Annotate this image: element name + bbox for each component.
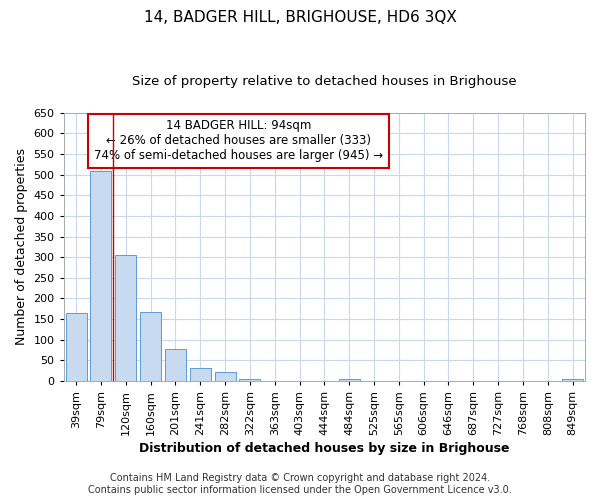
X-axis label: Distribution of detached houses by size in Brighouse: Distribution of detached houses by size …: [139, 442, 509, 455]
Y-axis label: Number of detached properties: Number of detached properties: [15, 148, 28, 346]
Bar: [338, 379, 360, 381]
Title: Size of property relative to detached houses in Brighouse: Size of property relative to detached ho…: [132, 75, 517, 88]
Bar: [115, 255, 136, 381]
Bar: [91, 170, 112, 381]
Text: 14, BADGER HILL, BRIGHOUSE, HD6 3QX: 14, BADGER HILL, BRIGHOUSE, HD6 3QX: [143, 10, 457, 25]
Text: 14 BADGER HILL: 94sqm
← 26% of detached houses are smaller (333)
74% of semi-det: 14 BADGER HILL: 94sqm ← 26% of detached …: [94, 120, 383, 162]
Bar: [65, 313, 86, 381]
Bar: [140, 312, 161, 381]
Bar: [562, 379, 583, 381]
Bar: [239, 379, 260, 381]
Text: Contains HM Land Registry data © Crown copyright and database right 2024.
Contai: Contains HM Land Registry data © Crown c…: [88, 474, 512, 495]
Bar: [215, 372, 236, 381]
Bar: [190, 368, 211, 381]
Bar: [165, 348, 186, 381]
